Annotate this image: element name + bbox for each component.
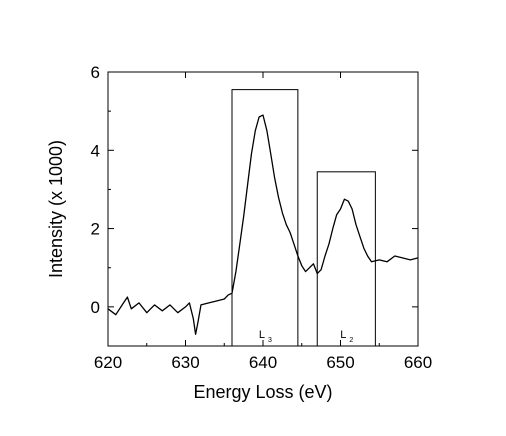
y-tick-label: 6 — [91, 63, 100, 82]
series-layer — [107, 114, 419, 335]
edge-box-1 — [316, 171, 376, 347]
edge-box-label: L — [259, 329, 265, 341]
x-axis-title: Energy Loss (eV) — [193, 382, 332, 402]
edge-box-subscript: 3 — [268, 337, 272, 344]
x-tick-label: 640 — [249, 353, 277, 372]
x-tick-label: 660 — [404, 353, 432, 372]
edge-box-label: L — [340, 329, 346, 341]
y-tick-label: 2 — [91, 220, 100, 239]
axes: 620 630 640 650 660 0 2 4 6 — [91, 63, 433, 372]
x-tick-label: 650 — [326, 353, 354, 372]
x-tick-label: 630 — [171, 353, 199, 372]
y-axis-title: Intensity (x 1000) — [46, 140, 66, 278]
edge-box-subscript: 2 — [349, 337, 353, 344]
y-tick-label: 4 — [91, 141, 100, 160]
edge-box-0 — [231, 89, 299, 347]
y-tick-label: 0 — [91, 298, 100, 317]
x-tick-label: 620 — [94, 353, 122, 372]
spectrum-line — [107, 114, 419, 335]
